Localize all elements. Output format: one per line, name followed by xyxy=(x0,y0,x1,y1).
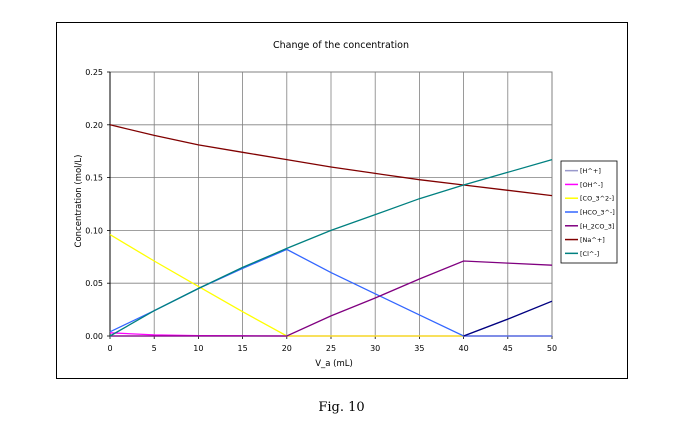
x-tick-label: 40 xyxy=(459,344,469,353)
y-tick-label: 0.05 xyxy=(85,279,103,288)
y-tick-label: 0.20 xyxy=(85,121,103,130)
series-line-highlight xyxy=(463,300,553,337)
chart-title: Change of the concentration xyxy=(273,40,409,51)
x-tick-label: 35 xyxy=(414,344,424,353)
x-tick-label: 45 xyxy=(503,344,513,353)
legend-label: [CO_3^2-] xyxy=(580,195,614,203)
series-line-6 xyxy=(109,158,553,337)
legend-label: [OH^-] xyxy=(580,181,603,189)
figure-caption: Fig. 10 xyxy=(318,400,365,415)
series-layer xyxy=(109,124,553,337)
legend-label: [H^+] xyxy=(580,167,601,175)
series-line-4 xyxy=(110,260,553,337)
x-tick-label: 20 xyxy=(282,344,292,353)
series-line-5 xyxy=(109,124,553,197)
legend-label: [Cl^-] xyxy=(580,250,599,258)
y-tick-label: 0.25 xyxy=(85,68,103,77)
y-tick-label: 0.15 xyxy=(85,174,103,183)
grid-layer xyxy=(107,71,553,339)
x-tick-label: 50 xyxy=(547,344,557,353)
x-tick-label: 10 xyxy=(193,344,203,353)
legend-label: [H_2CO_3] xyxy=(580,222,614,230)
x-tick-label: 15 xyxy=(238,344,248,353)
x-axis-label: V_a (mL) xyxy=(315,359,353,369)
x-tick-label: 30 xyxy=(370,344,380,353)
legend: [H^+] [OH^-] [CO_3^2-] [HCO_3^-] [H_2CO_3] [N… xyxy=(560,160,618,264)
legend-label: [HCO_3^-] xyxy=(580,209,615,217)
legend-label: [Na^+] xyxy=(580,236,605,244)
x-tick-label: 0 xyxy=(107,344,112,353)
y-tick-label: 0.10 xyxy=(85,226,103,235)
chart-svg: Change of the concentration Concentratio… xyxy=(74,40,618,369)
chart-frame: Change of the concentration Concentratio… xyxy=(56,22,628,379)
x-tick-label: 5 xyxy=(152,344,157,353)
x-tick-label: 25 xyxy=(326,344,336,353)
tick-labels: 0 5 10 15 20 25 30 35 40 45 50 0.00 0.05 0.10 0.15 0.20… xyxy=(85,68,557,353)
y-tick-label: 0.00 xyxy=(85,332,103,341)
y-axis-label: Concentration (mol/L) xyxy=(74,155,84,248)
